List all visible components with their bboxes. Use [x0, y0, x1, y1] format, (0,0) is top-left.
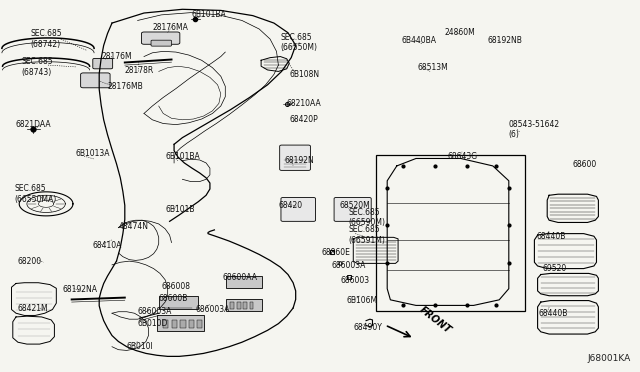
- Bar: [197, 320, 202, 328]
- Text: 6B1013A: 6B1013A: [76, 149, 110, 158]
- Bar: [250, 302, 253, 309]
- Text: SEC.685
(66550M): SEC.685 (66550M): [280, 33, 317, 52]
- Text: 68600: 68600: [573, 160, 597, 169]
- FancyBboxPatch shape: [151, 40, 172, 46]
- Text: SEC.685
(66591M): SEC.685 (66591M): [349, 225, 386, 245]
- Text: 68600AA: 68600AA: [223, 273, 258, 282]
- Bar: [376, 155, 525, 311]
- Text: 48474N: 48474N: [118, 222, 148, 231]
- Text: SEC.685
(68742): SEC.685 (68742): [31, 29, 62, 49]
- Text: 28176MB: 28176MB: [108, 82, 143, 91]
- Bar: [243, 302, 247, 309]
- Text: 6B010D: 6B010D: [138, 319, 168, 328]
- FancyBboxPatch shape: [226, 299, 262, 311]
- Text: 6821DAA: 6821DAA: [16, 120, 52, 129]
- Text: 24860M: 24860M: [445, 28, 476, 37]
- FancyBboxPatch shape: [81, 73, 110, 88]
- Text: 686008: 686008: [161, 282, 190, 291]
- Text: 6B010I: 6B010I: [127, 342, 154, 351]
- Text: 68520M: 68520M: [339, 201, 370, 210]
- Text: 68490Y: 68490Y: [353, 323, 382, 332]
- Text: 68513M: 68513M: [417, 63, 448, 72]
- Text: 68860E: 68860E: [321, 248, 350, 257]
- FancyBboxPatch shape: [226, 276, 262, 288]
- Text: SEC.685
(66550MA): SEC.685 (66550MA): [14, 185, 56, 204]
- FancyBboxPatch shape: [280, 145, 310, 170]
- Text: 68420P: 68420P: [289, 115, 318, 124]
- Text: SEC.685
(68743): SEC.685 (68743): [21, 57, 52, 77]
- Text: 68440B: 68440B: [539, 309, 568, 318]
- Text: J68001KA: J68001KA: [587, 354, 630, 363]
- Text: 69520: 69520: [543, 264, 567, 273]
- Text: 68210AA: 68210AA: [287, 99, 321, 108]
- Bar: [189, 320, 194, 328]
- FancyBboxPatch shape: [334, 198, 371, 221]
- FancyBboxPatch shape: [159, 296, 198, 309]
- Text: 6B101B: 6B101B: [165, 205, 195, 214]
- Text: 28176M: 28176M: [101, 52, 132, 61]
- Text: 68440B: 68440B: [536, 232, 566, 241]
- Bar: [237, 302, 241, 309]
- Text: FRONT: FRONT: [417, 305, 453, 336]
- Text: 6B101BA: 6B101BA: [192, 10, 227, 19]
- FancyBboxPatch shape: [281, 198, 316, 221]
- Text: 686003A: 686003A: [195, 305, 230, 314]
- Text: 68192NA: 68192NA: [63, 285, 98, 294]
- Bar: [230, 302, 234, 309]
- Bar: [180, 320, 186, 328]
- Text: 68421M: 68421M: [18, 304, 49, 313]
- FancyBboxPatch shape: [157, 315, 204, 331]
- Text: 28176MA: 28176MA: [152, 23, 188, 32]
- Text: 68192N: 68192N: [285, 156, 314, 165]
- Text: 68410A: 68410A: [93, 241, 122, 250]
- Text: SEC.685
(66590M): SEC.685 (66590M): [349, 208, 386, 227]
- Text: 08543-51642
(6): 08543-51642 (6): [509, 120, 560, 139]
- Bar: [172, 320, 177, 328]
- Text: 68200: 68200: [18, 257, 42, 266]
- Text: 68643G: 68643G: [448, 153, 478, 161]
- Text: 68192NB: 68192NB: [488, 36, 522, 45]
- FancyBboxPatch shape: [93, 58, 113, 69]
- Text: 68600B: 68600B: [159, 294, 188, 303]
- Text: 28178R: 28178R: [125, 66, 154, 75]
- Bar: [163, 320, 168, 328]
- Text: 6B106M: 6B106M: [347, 296, 378, 305]
- Text: 6B101BA: 6B101BA: [165, 153, 200, 161]
- Text: 6B440BA: 6B440BA: [402, 36, 437, 45]
- FancyBboxPatch shape: [141, 32, 180, 44]
- Text: 68420: 68420: [278, 201, 303, 210]
- Text: 6B108N: 6B108N: [289, 70, 319, 79]
- Text: 686003: 686003: [340, 276, 370, 285]
- Text: 686003A: 686003A: [332, 262, 366, 270]
- Text: 686003A: 686003A: [138, 307, 172, 316]
